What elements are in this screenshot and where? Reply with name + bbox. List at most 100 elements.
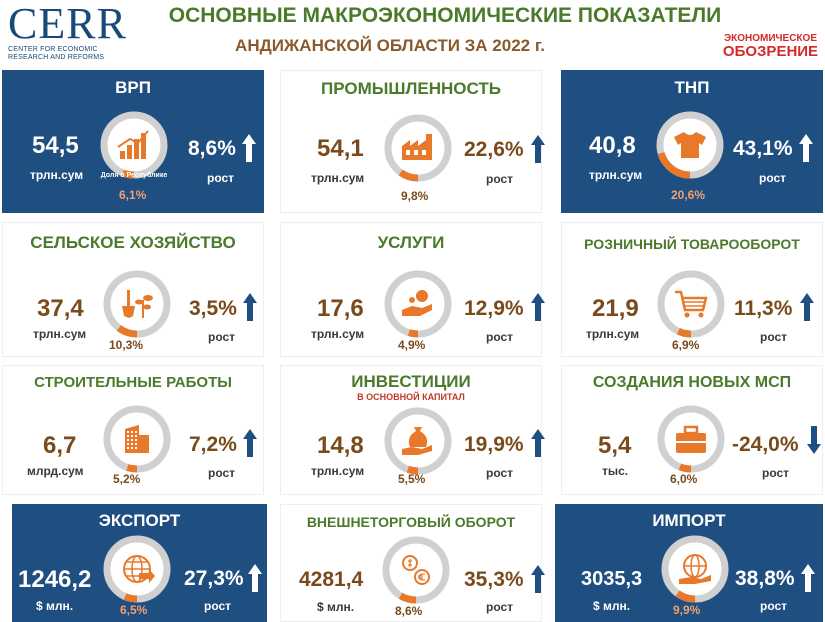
arrow-up-icon bbox=[243, 429, 257, 457]
cerr-logo: CERR CENTER FOR ECONOMIC RESEARCH AND RE… bbox=[8, 2, 158, 62]
card-value: 21,9 bbox=[592, 295, 639, 322]
card-unit: тыс. bbox=[602, 464, 629, 478]
card-title: ВНЕШНЕТОРГОВЫЙ ОБОРОТ bbox=[306, 514, 516, 530]
card-tnp: ТНП 40,8 трлн.сум 20,6% 43,1% рост bbox=[561, 70, 823, 213]
growth-percent: 19,9% bbox=[464, 433, 524, 456]
card-unit: трлн.сум bbox=[311, 464, 365, 478]
arrow-up-icon bbox=[531, 565, 545, 593]
factory-icon bbox=[402, 134, 432, 160]
growth-label: рост bbox=[486, 330, 514, 344]
card-title: СЕЛЬСКОЕ ХОЗЯЙСТВО bbox=[30, 233, 236, 252]
header: CERR CENTER FOR ECONOMIC RESEARCH AND RE… bbox=[0, 0, 825, 70]
share-value: 20,6% bbox=[671, 188, 706, 202]
card-unit: $ млн. bbox=[317, 600, 355, 614]
growth-percent: 27,3% bbox=[184, 567, 244, 590]
growth-label: рост bbox=[486, 466, 514, 480]
brand-line-1: ЭКОНОМИЧЕСКОЕ bbox=[724, 33, 817, 44]
share-value: 6,5% bbox=[120, 603, 148, 617]
share-ring bbox=[382, 536, 450, 604]
growth-percent: 12,9% bbox=[464, 297, 524, 320]
card-vrp: ВРП 54,5 трлн.сум Доля в Республике 6,1%… bbox=[2, 70, 264, 213]
tshirt-icon bbox=[674, 132, 706, 158]
growth-percent: 8,6% bbox=[188, 137, 236, 160]
globe-arrow-icon bbox=[123, 555, 155, 583]
share-ring bbox=[661, 535, 729, 603]
card-title: ИНВЕСТИЦИИ bbox=[351, 372, 471, 391]
card-unit: трлн.сум bbox=[589, 168, 643, 182]
growth-label: рост bbox=[762, 466, 790, 480]
share-ring bbox=[384, 114, 452, 182]
logo-text: CERR bbox=[8, 0, 127, 48]
card-industry: ПРОМЫШЛЕННОСТЬ 54,1 трлн.сум 9,8% 22,6% … bbox=[280, 70, 545, 213]
card-title: ПРОМЫШЛЕННОСТЬ bbox=[321, 79, 501, 98]
card-unit: $ млн. bbox=[593, 599, 631, 613]
building-icon bbox=[125, 425, 149, 453]
share-ring bbox=[103, 405, 171, 473]
growth-percent: 7,2% bbox=[189, 433, 237, 456]
growth-label: рост bbox=[760, 599, 788, 613]
ring-share-arc bbox=[384, 407, 452, 475]
arrow-up-icon bbox=[800, 293, 814, 321]
share-value: 9,9% bbox=[673, 603, 701, 617]
card-unit: млрд.сум bbox=[27, 464, 84, 478]
card-unit: $ млн. bbox=[36, 599, 74, 613]
globe-hand-icon bbox=[679, 554, 711, 584]
card-title: ИМПОРТ bbox=[652, 511, 726, 530]
arrow-up-icon bbox=[242, 134, 256, 162]
growth-label: рост bbox=[208, 330, 236, 344]
growth-label: рост bbox=[204, 599, 232, 613]
shovel-plant-icon bbox=[122, 290, 153, 318]
arrow-up-icon bbox=[531, 293, 545, 321]
share-value: 8,6% bbox=[395, 604, 423, 618]
share-ring bbox=[657, 270, 725, 338]
page-title: ОСНОВНЫЕ МАКРОЭКОНОМИЧЕСКИЕ ПОКАЗАТЕЛИ bbox=[168, 4, 722, 27]
ring-share-arc bbox=[103, 535, 171, 603]
growth-percent: -24,0% bbox=[732, 433, 799, 456]
card-import: ИМПОРТ 3035,3 $ млн. 9,9% 38,8% рост bbox=[555, 504, 823, 622]
growth-percent: 22,6% bbox=[464, 138, 524, 161]
ring-share-arc bbox=[657, 270, 725, 338]
card-sme: СОЗДАНИЯ НОВЫХ МСП 5,4 тыс. 6,0% -24,0% … bbox=[561, 365, 823, 495]
arrow-up-icon bbox=[531, 135, 545, 163]
ring-share-arc bbox=[661, 535, 729, 603]
card-value: 54,1 bbox=[317, 135, 364, 162]
logo-subtitle-1: CENTER FOR ECONOMIC bbox=[8, 46, 98, 53]
card-value: 1246,2 bbox=[18, 566, 92, 593]
growth-percent: 38,8% bbox=[735, 567, 795, 590]
card-title: ВРП bbox=[115, 78, 151, 97]
growth-label: рост bbox=[486, 600, 514, 614]
growth-label: рост bbox=[760, 330, 788, 344]
share-ring bbox=[103, 270, 171, 338]
card-unit: трлн.сум bbox=[311, 327, 365, 341]
growth-percent: 35,3% bbox=[464, 568, 524, 591]
ring-share-arc bbox=[103, 270, 171, 338]
card-unit: трлн.сум bbox=[30, 168, 84, 182]
share-ring bbox=[100, 111, 168, 179]
arrow-up-icon bbox=[243, 293, 257, 321]
growth-percent: 11,3% bbox=[734, 297, 793, 320]
card-value: 40,8 bbox=[589, 132, 636, 159]
growth-percent: 3,5% bbox=[189, 297, 237, 320]
card-title: ЭКСПОРТ bbox=[98, 511, 181, 530]
card-title: УСЛУГИ bbox=[377, 233, 445, 252]
ring-share-arc bbox=[103, 405, 171, 473]
brand-line-2: ОБОЗРЕНИЕ bbox=[722, 43, 819, 60]
share-value: 4,9% bbox=[398, 338, 426, 352]
share-value: 5,2% bbox=[113, 472, 141, 486]
cart-icon bbox=[675, 290, 708, 318]
share-ring bbox=[384, 270, 452, 338]
ring-share-arc bbox=[384, 114, 452, 182]
share-value: 10,3% bbox=[109, 338, 144, 352]
growth-label: рост bbox=[759, 171, 787, 185]
ring-share-arc bbox=[382, 536, 450, 604]
share-value: 6,1% bbox=[119, 188, 147, 202]
card-title: РОЗНИЧНЫЙ ТОВАРООБОРОТ bbox=[584, 236, 800, 252]
share-value: 6,0% bbox=[670, 472, 698, 486]
card-unit: трлн.сум bbox=[586, 327, 640, 341]
card-agriculture: СЕЛЬСКОЕ ХОЗЯЙСТВО 37,4 трлн.сум 10,3% 3… bbox=[2, 222, 264, 357]
hand-service-icon bbox=[402, 290, 432, 316]
arrow-up-icon bbox=[531, 429, 545, 457]
card-retail: РОЗНИЧНЫЙ ТОВАРООБОРОТ 21,9 трлн.сум 6,9… bbox=[561, 222, 823, 357]
card-export: ЭКСПОРТ 1246,2 $ млн. 6,5% 27,3% рост bbox=[12, 504, 267, 622]
card-value: 4281,4 bbox=[299, 568, 364, 591]
